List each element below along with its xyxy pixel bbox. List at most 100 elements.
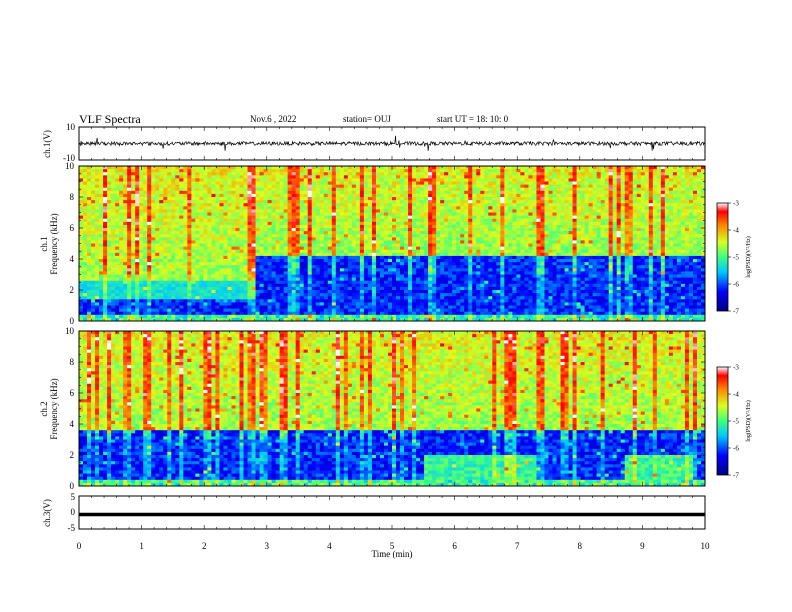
spectrogram-cell — [472, 283, 477, 288]
spectrogram-cell — [99, 187, 104, 192]
spectrogram-cell — [263, 175, 268, 179]
spectrogram-cell — [115, 169, 120, 173]
spectrogram-cell — [323, 221, 329, 226]
spectrogram-cell — [191, 178, 196, 182]
spectrogram-cell — [147, 166, 152, 170]
spectrogram-cell — [295, 178, 301, 182]
spectrogram-cell — [155, 268, 160, 272]
spectrogram-cell — [235, 234, 240, 238]
spectrogram-cell — [275, 259, 281, 263]
spectrogram-cell — [163, 228, 168, 232]
spectrogram-cell — [159, 212, 164, 216]
spectrogram-cell — [396, 290, 401, 294]
spectrogram-cell — [444, 311, 449, 316]
spectrogram-cell — [424, 224, 429, 229]
spectrogram-cell — [167, 262, 172, 266]
spectrogram-cell — [255, 169, 260, 173]
spectrogram-cell — [263, 221, 268, 226]
spectrogram-cell — [420, 224, 425, 229]
spectrogram-cell — [223, 277, 228, 282]
spectrogram-cell — [119, 224, 124, 229]
spectrogram-cell — [99, 299, 104, 303]
spectrogram-cell — [183, 224, 188, 229]
spectrogram-cell — [239, 246, 244, 251]
spectrogram-cell — [195, 252, 200, 257]
spectrogram-cell — [95, 296, 100, 300]
spectrogram-cell — [359, 268, 365, 272]
spectrogram-cell — [243, 234, 248, 238]
spectrogram-cell — [211, 283, 216, 288]
spectrogram-cell — [115, 212, 120, 216]
spectrogram-cell — [287, 224, 293, 229]
spectrogram-cell — [131, 187, 136, 192]
spectrogram-cell — [139, 209, 144, 213]
spectrogram-cell — [323, 197, 329, 201]
spectrogram-cell — [255, 221, 260, 226]
spectrogram-cell — [243, 246, 248, 251]
spectrogram-cell — [420, 187, 425, 192]
spectrogram-cell — [183, 221, 188, 226]
spectrogram-cell — [291, 200, 297, 204]
spectrogram-cell — [432, 190, 437, 195]
spectrogram-cell — [99, 197, 104, 201]
spectrogram-cell — [428, 240, 433, 244]
spectrogram-cell — [131, 203, 136, 207]
spectrogram-cell — [255, 314, 260, 319]
spectrogram-cell — [291, 237, 297, 241]
spectrogram-cell — [363, 277, 369, 282]
spectrogram-cell — [436, 181, 441, 185]
spectrogram-cell — [135, 286, 140, 291]
spectrogram-cell — [283, 290, 289, 294]
spectrogram-cell — [255, 265, 260, 269]
spectrogram-cell — [363, 249, 369, 254]
spectrogram-cell — [247, 317, 252, 322]
spectrogram-cell — [343, 206, 349, 210]
spectrogram-cell — [339, 274, 345, 278]
spectrogram-cell — [275, 218, 281, 223]
spectrogram-cell — [412, 224, 417, 229]
spectrogram-cell — [375, 184, 381, 189]
spectrogram-cell — [387, 197, 393, 201]
spectrogram-cell — [147, 277, 152, 282]
spectrogram-cell — [383, 193, 389, 198]
spectrogram-cell — [83, 200, 88, 204]
spectrogram-cell — [191, 218, 196, 223]
spectrogram-cell — [363, 169, 369, 173]
spectrogram-cell — [195, 197, 200, 201]
spectrogram-cell — [404, 206, 409, 210]
spectrogram-cell — [283, 178, 289, 182]
spectrogram-cell — [107, 206, 112, 210]
spectrogram-cell — [371, 197, 377, 201]
spectrogram-cell — [432, 240, 437, 244]
spectrogram-cell — [143, 231, 148, 235]
spectrogram-cell — [139, 200, 144, 204]
spectrogram-cell — [271, 166, 277, 170]
spectrogram-cell — [223, 190, 228, 195]
spectrogram-cell — [379, 293, 385, 297]
spectrogram-cell — [428, 166, 433, 170]
spectrogram-cell — [259, 228, 264, 232]
spectrogram-cell — [420, 203, 425, 207]
spectrogram-cell — [339, 302, 345, 306]
spectrogram-cell — [127, 280, 132, 285]
spectrogram-cell — [179, 221, 184, 226]
spectrogram-cell — [456, 200, 461, 204]
spectrogram-cell — [259, 212, 264, 216]
spectrogram-cell — [227, 259, 232, 263]
spectrogram-cell — [440, 190, 445, 195]
spectrogram-cell — [315, 252, 321, 257]
spectrogram-cell — [303, 175, 309, 179]
spectrogram-cell — [383, 197, 389, 201]
spectrogram-cell — [311, 240, 317, 244]
spectrogram-cell — [444, 175, 449, 179]
spectrogram-cell — [227, 280, 232, 285]
spectrogram-cell — [323, 181, 329, 185]
spectrogram-cell — [472, 286, 477, 291]
spectrogram-cell — [319, 218, 325, 223]
spectrogram-cell — [331, 293, 337, 297]
spectrogram-cell — [175, 166, 180, 170]
spectrogram-cell — [311, 243, 317, 247]
spectrogram-cell — [440, 206, 445, 210]
spectrogram-cell — [424, 203, 429, 207]
spectrogram-cell — [400, 178, 405, 182]
